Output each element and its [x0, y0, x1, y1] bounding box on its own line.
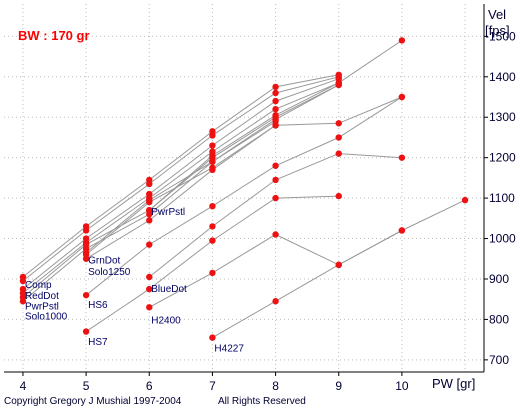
- data-point-8-0: [82, 255, 90, 262]
- series-label-4: GrnDot: [88, 256, 120, 267]
- rights-text: All Rights Reserved: [218, 396, 306, 407]
- x-tick-label-7: 7: [209, 379, 216, 393]
- series-line-9: [148, 82, 339, 211]
- data-point-1-2: [146, 180, 153, 188]
- data-point-14-4: [461, 196, 469, 204]
- data-point-13-1: [209, 269, 216, 277]
- data-point-13-0: [146, 304, 153, 311]
- series-line-8: [85, 96, 403, 260]
- data-point-1-3: [209, 132, 216, 139]
- series-line-0: [22, 74, 339, 278]
- data-point-12-2: [209, 237, 216, 244]
- x-axis-title: PW [gr]: [432, 376, 475, 391]
- series-label-5: Solo1250: [88, 267, 131, 278]
- data-point-10-5: [398, 93, 406, 101]
- data-point-8-3: [272, 122, 279, 129]
- data-point-14-2: [335, 261, 342, 269]
- series-label-0: Comp: [25, 280, 52, 291]
- copyright-text: Copyright Gregory J Mushial 1997-2004: [4, 396, 182, 407]
- series-line-4: [22, 84, 339, 298]
- data-point-12-0: [82, 328, 90, 335]
- y-tick-label-1200: 1200: [489, 151, 516, 165]
- data-point-1-4: [272, 89, 279, 97]
- data-point-2-3: [209, 142, 216, 149]
- series-label-6: PwrPstl: [151, 207, 185, 218]
- y-tick-label-1300: 1300: [489, 110, 516, 124]
- data-point-2-4: [272, 97, 279, 105]
- y-tick-label-1100: 1100: [489, 191, 515, 205]
- series-label-9: HS7: [88, 337, 108, 348]
- data-point-12-3: [272, 194, 279, 202]
- data-point-8-4: [335, 120, 342, 127]
- grid: [4, 4, 485, 373]
- series-label-2: PwrPstl: [25, 301, 59, 312]
- data-point-9-0: [146, 207, 153, 214]
- data-point-10-0: [82, 291, 90, 299]
- data-point-3-6: [398, 37, 406, 44]
- series-line-10: [85, 96, 403, 296]
- data-point-11-3: [335, 150, 342, 157]
- data-point-3-4: [272, 105, 279, 113]
- data-point-8-1: [146, 217, 153, 224]
- y-axis-unit: [fps]: [485, 23, 510, 38]
- data-point-9-1: [209, 152, 216, 159]
- data-point-12-4: [335, 192, 342, 200]
- x-tick-label-9: 9: [335, 379, 342, 393]
- y-tick-label-1500: 1500: [489, 29, 516, 43]
- data-point-1-0: [19, 277, 27, 285]
- y-tick-label-1000: 1000: [489, 232, 516, 246]
- data-point-14-1: [272, 298, 279, 305]
- data-point-6-0: [19, 298, 27, 305]
- series-line-5: [85, 124, 276, 256]
- data-point-1-1: [82, 227, 90, 234]
- series-labels: CompRedDotPwrPstlSolo1000GrnDotSolo1250P…: [25, 207, 244, 355]
- series-line-1: [22, 76, 339, 282]
- y-tick-label-1400: 1400: [489, 70, 516, 84]
- data-point-10-3: [272, 162, 279, 169]
- series-label-3: Solo1000: [25, 311, 68, 322]
- data-point-7-1: [146, 196, 153, 204]
- chart-title: BW : 170 gr: [18, 28, 90, 43]
- series-label-8: BlueDot: [151, 284, 187, 295]
- x-tick-label-8: 8: [272, 379, 279, 393]
- x-tick-label-10: 10: [395, 379, 409, 393]
- data-point-11-1: [209, 223, 216, 230]
- data-points: [19, 37, 469, 341]
- data-point-7-0: [82, 249, 90, 256]
- data-point-11-0: [146, 273, 153, 281]
- y-axis-title: Vel: [488, 7, 506, 22]
- x-tick-label-5: 5: [83, 379, 90, 393]
- data-point-9-3: [335, 79, 342, 87]
- data-point-13-2: [272, 231, 279, 238]
- y-tick-label-800: 800: [489, 312, 509, 326]
- x-tick-label-6: 6: [146, 379, 153, 393]
- x-tick-label-4: 4: [20, 379, 27, 393]
- data-point-10-1: [146, 241, 153, 248]
- data-point-9-2: [272, 112, 279, 119]
- y-tick-label-900: 900: [489, 272, 509, 286]
- data-point-11-2: [272, 176, 279, 184]
- data-point-11-4: [398, 154, 406, 161]
- series-label-7: HS6: [88, 300, 108, 311]
- data-point-0-4: [272, 83, 279, 91]
- data-point-10-4: [335, 134, 342, 141]
- data-point-7-2: [209, 158, 216, 165]
- data-point-12-1: [146, 285, 153, 293]
- data-point-14-3: [398, 227, 406, 234]
- series-label-11: H4227: [214, 344, 244, 355]
- series-label-1: RedDot: [25, 291, 59, 302]
- y-tick-label-700: 700: [489, 353, 509, 367]
- data-point-14-0: [209, 334, 216, 341]
- axis-ticks: 4 5 6 7 8 9 10 700 800 900 1000 1100 1200 1300 1400 150…: [20, 29, 516, 393]
- series-line-2: [22, 78, 339, 290]
- series-label-10: H2400: [151, 315, 181, 326]
- data-point-8-2: [209, 166, 216, 174]
- data-point-10-2: [209, 202, 216, 210]
